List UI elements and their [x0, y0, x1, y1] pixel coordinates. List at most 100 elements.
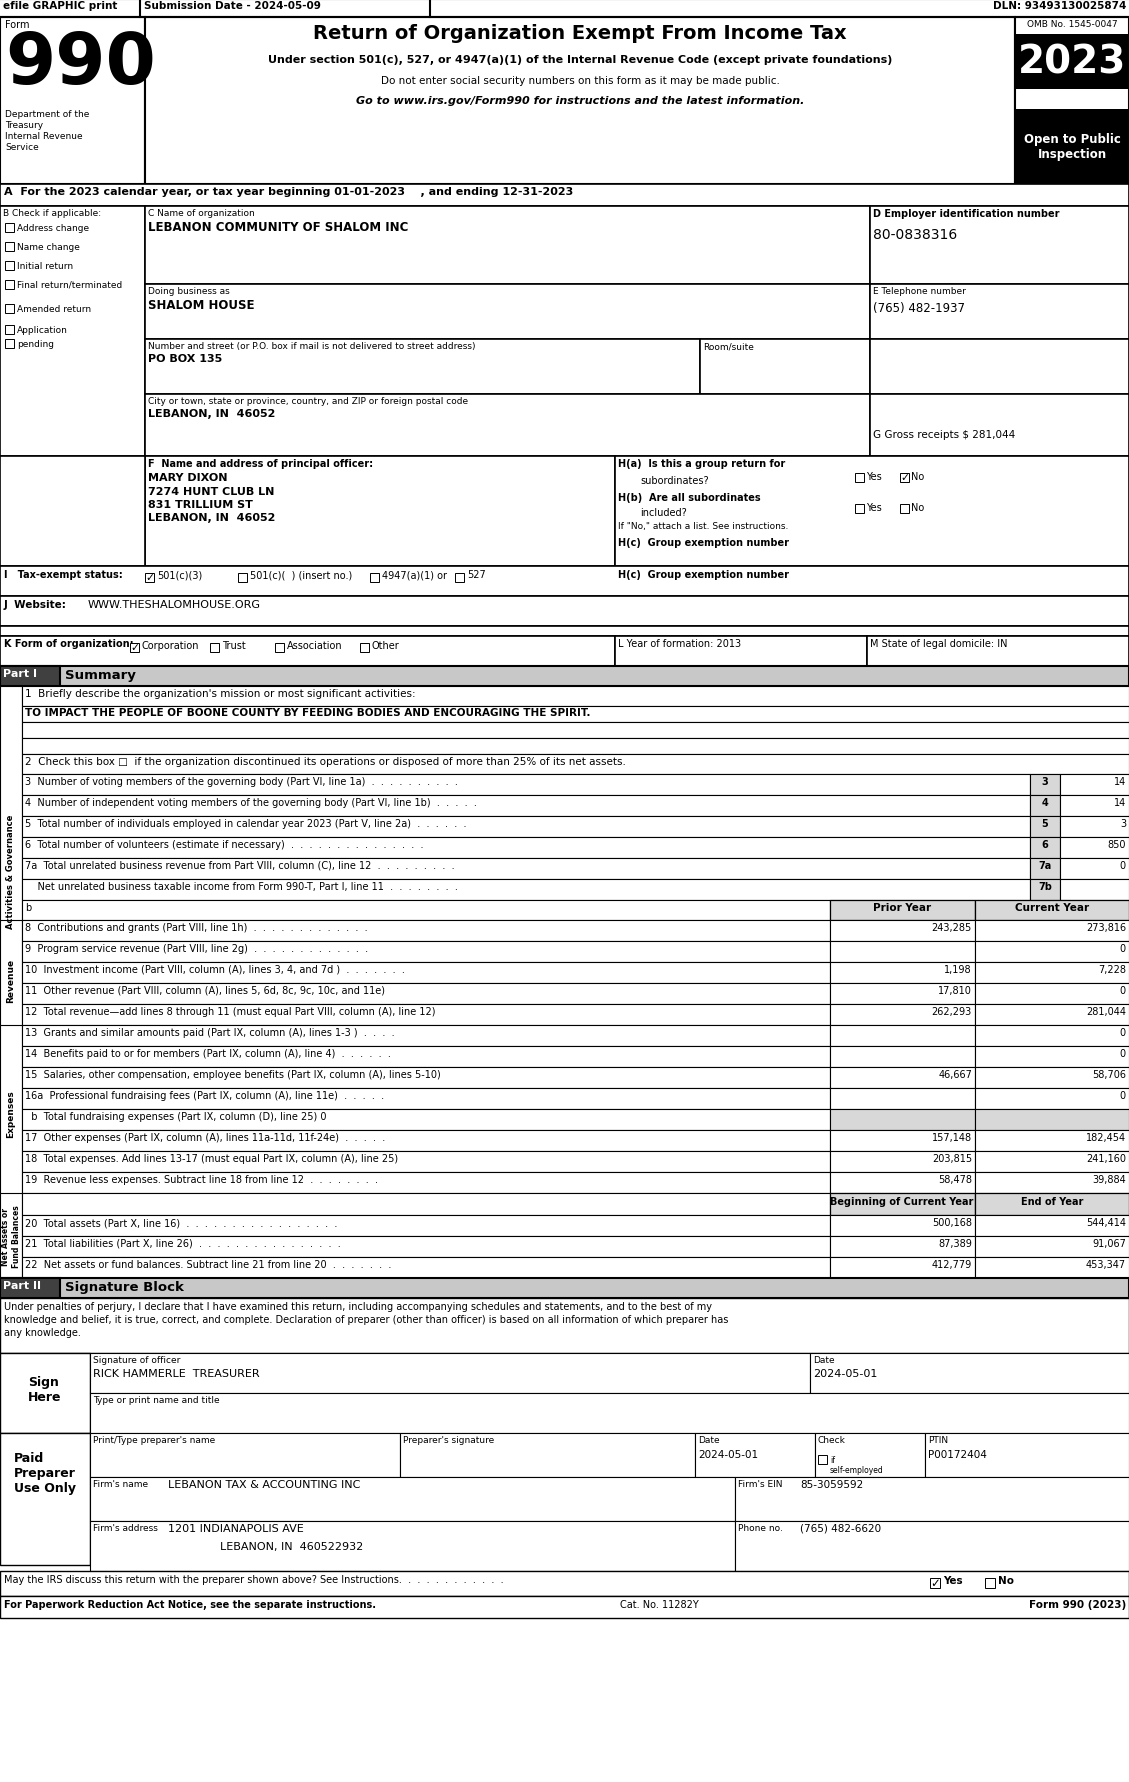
Bar: [5, 225, 14, 233]
Text: K Form of organization:: K Form of organization:: [5, 638, 133, 649]
Bar: [21, 1237, 830, 1258]
Bar: [145, 340, 700, 396]
Text: B Check if applicable:: B Check if applicable:: [3, 208, 102, 217]
Bar: [1060, 795, 1129, 816]
Text: Room/suite: Room/suite: [703, 342, 754, 351]
Text: Beginning of Current Year: Beginning of Current Year: [830, 1196, 973, 1206]
Text: 8  Contributions and grants (Part VIII, line 1h)  .  .  .  .  .  .  .  .  .  .  : 8 Contributions and grants (Part VIII, l…: [25, 923, 368, 932]
Text: 0: 0: [1120, 1091, 1126, 1099]
Text: 4947(a)(1) or: 4947(a)(1) or: [382, 570, 447, 579]
Bar: [975, 1067, 1129, 1089]
Bar: [830, 1194, 975, 1215]
Text: 0: 0: [1120, 985, 1126, 996]
Bar: [145, 396, 870, 456]
Text: 850: 850: [1108, 839, 1126, 850]
Text: 243,285: 243,285: [931, 923, 972, 932]
Bar: [830, 1005, 975, 1025]
Text: Internal Revenue: Internal Revenue: [5, 132, 82, 141]
Text: 182,454: 182,454: [1086, 1132, 1126, 1142]
Bar: [238, 574, 247, 583]
Text: 2024-05-01: 2024-05-01: [813, 1369, 877, 1377]
Text: F  Name and address of principal officer:: F Name and address of principal officer:: [148, 458, 373, 469]
Text: 2023: 2023: [1018, 43, 1127, 80]
Bar: [815, 1433, 925, 1477]
Text: Association: Association: [287, 642, 342, 650]
Bar: [5, 326, 14, 335]
Text: TO IMPACT THE PEOPLE OF BOONE COUNTY BY FEEDING BODIES AND ENCOURAGING THE SPIRI: TO IMPACT THE PEOPLE OF BOONE COUNTY BY …: [25, 707, 590, 718]
Text: I   Tax-exempt status:: I Tax-exempt status:: [5, 570, 123, 579]
Bar: [90, 1522, 735, 1572]
Bar: [275, 643, 285, 652]
Bar: [145, 574, 154, 583]
Bar: [870, 396, 1129, 456]
Text: Open to Public
Inspection: Open to Public Inspection: [1024, 134, 1120, 160]
Text: subordinates?: subordinates?: [640, 476, 709, 486]
Text: H(a)  Is this a group return for: H(a) Is this a group return for: [618, 458, 786, 469]
Text: Activities & Governance: Activities & Governance: [7, 814, 16, 928]
Bar: [830, 1151, 975, 1173]
Text: Yes: Yes: [866, 472, 882, 481]
Text: H(c)  Group exemption number: H(c) Group exemption number: [618, 538, 789, 547]
Text: Expenses: Expenses: [7, 1089, 16, 1137]
Text: Final return/terminated: Final return/terminated: [17, 282, 122, 290]
Text: Cat. No. 11282Y: Cat. No. 11282Y: [620, 1598, 699, 1609]
Bar: [0, 636, 615, 666]
Bar: [0, 666, 1129, 686]
Text: Signature of officer: Signature of officer: [93, 1356, 181, 1365]
Text: No: No: [911, 472, 925, 481]
Bar: [21, 816, 1030, 838]
Bar: [1030, 795, 1060, 816]
Text: 12  Total revenue—add lines 8 through 11 (must equal Part VIII, column (A), line: 12 Total revenue—add lines 8 through 11 …: [25, 1007, 436, 1016]
Text: included?: included?: [640, 508, 686, 519]
Bar: [1015, 18, 1129, 185]
Bar: [21, 1067, 830, 1089]
Bar: [867, 636, 1129, 666]
Bar: [0, 1278, 1129, 1299]
Text: If "No," attach a list. See instructions.: If "No," attach a list. See instructions…: [618, 522, 788, 531]
Bar: [900, 504, 909, 513]
Bar: [21, 722, 1129, 738]
Bar: [830, 984, 975, 1005]
Bar: [830, 1046, 975, 1067]
Bar: [1030, 816, 1060, 838]
Text: 7,228: 7,228: [1099, 964, 1126, 975]
Bar: [855, 474, 864, 483]
Bar: [830, 1215, 975, 1237]
Text: May the IRS discuss this return with the preparer shown above? See Instructions.: May the IRS discuss this return with the…: [5, 1574, 504, 1584]
Text: C Name of organization: C Name of organization: [148, 208, 255, 217]
Text: E Telephone number: E Telephone number: [873, 287, 966, 296]
Bar: [975, 1215, 1129, 1237]
Text: Yes: Yes: [866, 503, 882, 513]
Bar: [1060, 880, 1129, 900]
Text: 3  Number of voting members of the governing body (Part VI, line 1a)  .  .  .  .: 3 Number of voting members of the govern…: [25, 777, 458, 786]
Text: 453,347: 453,347: [1086, 1260, 1126, 1269]
Text: H(c)  Group exemption number: H(c) Group exemption number: [618, 570, 789, 579]
Text: 87,389: 87,389: [938, 1238, 972, 1249]
Bar: [700, 340, 870, 396]
Text: Sign
Here: Sign Here: [28, 1376, 62, 1402]
Text: 16a  Professional fundraising fees (Part IX, column (A), line 11e)  .  .  .  .  : 16a Professional fundraising fees (Part …: [25, 1091, 384, 1099]
Text: OMB No. 1545-0047: OMB No. 1545-0047: [1026, 20, 1118, 29]
Text: A  For the 2023 calendar year, or tax year beginning 01-01-2023    , and ending : A For the 2023 calendar year, or tax yea…: [5, 187, 574, 196]
Text: Name change: Name change: [17, 242, 80, 251]
Bar: [0, 1194, 21, 1278]
Text: Paid
Preparer
Use Only: Paid Preparer Use Only: [14, 1451, 76, 1493]
Bar: [21, 900, 830, 921]
Text: 6: 6: [1042, 839, 1049, 850]
Text: LEBANON COMMUNITY OF SHALOM INC: LEBANON COMMUNITY OF SHALOM INC: [148, 221, 409, 233]
Text: 17  Other expenses (Part IX, column (A), lines 11a-11d, 11f-24e)  .  .  .  .  .: 17 Other expenses (Part IX, column (A), …: [25, 1132, 385, 1142]
Bar: [0, 1597, 1129, 1618]
Text: knowledge and belief, it is true, correct, and complete. Declaration of preparer: knowledge and belief, it is true, correc…: [5, 1315, 728, 1324]
Bar: [5, 340, 14, 349]
Text: 501(c)(  ) (insert no.): 501(c)( ) (insert no.): [250, 570, 352, 579]
Text: SHALOM HOUSE: SHALOM HOUSE: [148, 299, 254, 312]
Text: LEBANON, IN  46052: LEBANON, IN 46052: [148, 408, 275, 419]
Text: 1201 INDIANAPOLIS AVE: 1201 INDIANAPOLIS AVE: [168, 1524, 304, 1533]
Bar: [370, 574, 379, 583]
Text: 831 TRILLIUM ST: 831 TRILLIUM ST: [148, 499, 253, 510]
Text: 39,884: 39,884: [1092, 1174, 1126, 1185]
Bar: [0, 1278, 60, 1299]
Bar: [830, 1237, 975, 1258]
Bar: [21, 1046, 830, 1067]
Bar: [975, 1173, 1129, 1194]
